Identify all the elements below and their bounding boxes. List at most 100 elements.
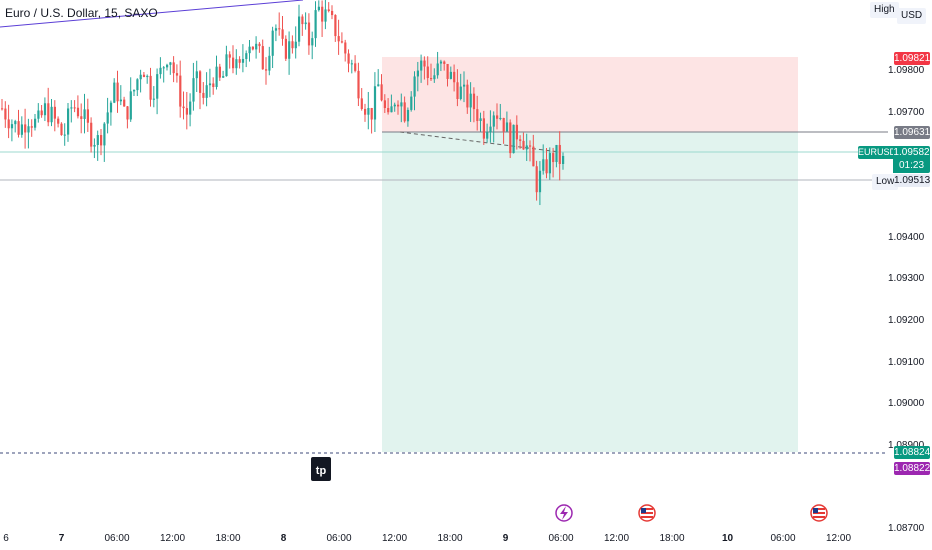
candle-body (274, 28, 278, 31)
candle-body (433, 75, 436, 80)
candle-body (251, 46, 254, 50)
candle-body (555, 144, 558, 163)
candle-body (548, 153, 551, 174)
candle-body (232, 57, 235, 69)
candle-body (509, 122, 512, 154)
candle-body (502, 117, 505, 132)
candle-body (515, 124, 518, 140)
candle-body (538, 170, 542, 193)
tp-marker[interactable]: tp (311, 457, 331, 481)
candle-body (152, 98, 155, 100)
candle-body (459, 86, 462, 99)
candle-body (172, 62, 175, 74)
candle-body (136, 79, 139, 91)
us-flag-event-icon[interactable] (810, 504, 828, 522)
candle-body (423, 60, 426, 67)
candle-body (393, 104, 396, 107)
candle-body (228, 54, 231, 58)
candle-body (294, 41, 297, 49)
high-price-tag: 1.09821 (894, 52, 931, 65)
candle-body (387, 108, 390, 113)
take-profit-zone[interactable] (382, 132, 798, 452)
candle-body (383, 100, 386, 109)
candle-body (225, 54, 228, 77)
candle-body (169, 62, 172, 65)
us-flag-event-icon[interactable] (638, 504, 656, 522)
candle-body (314, 10, 317, 39)
candle-body (17, 121, 20, 135)
candle-body (7, 119, 10, 129)
candle-body (73, 107, 76, 109)
candle-body (370, 107, 373, 120)
candle-body (103, 123, 106, 146)
candle-body (37, 110, 40, 119)
candle-body (334, 15, 337, 37)
time-tick-label: 06:00 (104, 533, 130, 544)
candle-body (109, 102, 113, 113)
candle-body (10, 124, 14, 129)
candle-body (347, 53, 350, 64)
candle-body (129, 91, 132, 120)
lightning-event-icon[interactable] (555, 504, 573, 522)
candle-body (350, 63, 353, 65)
candle-body (397, 104, 400, 107)
trend-line[interactable] (0, 0, 304, 28)
time-tick-label: 12:00 (381, 533, 408, 544)
candle-body (90, 122, 93, 147)
time-tick-label: 10 (721, 533, 734, 544)
candle-body (360, 98, 363, 109)
candle-body (149, 75, 152, 100)
candle-body (439, 61, 443, 64)
candle-body (505, 122, 509, 132)
candle-body (166, 64, 169, 68)
candle-body (126, 106, 129, 120)
candle-body (472, 93, 476, 110)
candle-body (340, 41, 344, 43)
time-tick-label: 12:00 (159, 533, 186, 544)
candle-body (261, 46, 264, 70)
bar-countdown: 01:23 (898, 160, 925, 171)
chart-title: Euro / U.S. Dollar, 15, SAXO (5, 6, 158, 20)
candle-body (479, 118, 482, 121)
candle-body (413, 76, 416, 97)
candle-body (390, 106, 393, 113)
price-tick-label: 1.09300 (888, 273, 925, 285)
low-price-tag: 1.09513 (894, 174, 931, 187)
stop-loss-zone[interactable] (382, 57, 798, 132)
candle-body (123, 99, 126, 107)
symbol-name: EURUSD (858, 146, 897, 159)
candle-body (27, 126, 30, 133)
candle-body (430, 78, 433, 80)
time-tick-label: 18:00 (659, 533, 685, 544)
candle-body (179, 75, 182, 107)
candle-body (307, 22, 311, 46)
time-tick-label: 12:00 (603, 533, 630, 544)
candle-body (499, 117, 502, 119)
tp-marker-label: tp (316, 465, 327, 477)
candle-body (278, 28, 281, 30)
candle-body (357, 70, 360, 99)
time-tick-label: 18:00 (215, 533, 241, 544)
candle-body (53, 106, 56, 119)
price-tick-label: 1.09800 (888, 64, 925, 76)
candle-body (317, 6, 320, 11)
candle-body (410, 96, 413, 110)
candle-body (189, 101, 192, 115)
high-scale-label[interactable]: High (870, 2, 899, 18)
candle-body (212, 83, 215, 87)
candle-body (512, 124, 515, 154)
candle-body (416, 70, 419, 77)
candle-body (265, 69, 268, 71)
candle-body (354, 63, 357, 71)
candle-body (327, 9, 330, 11)
candle-body (156, 74, 159, 99)
currency-button[interactable]: USD (897, 8, 927, 24)
candle-body (466, 84, 469, 108)
candle-body (489, 126, 492, 133)
candle-body (215, 66, 218, 87)
candle-body (453, 71, 456, 83)
candles (1, 0, 565, 206)
candle-body (377, 84, 380, 87)
candle-body (420, 60, 423, 71)
